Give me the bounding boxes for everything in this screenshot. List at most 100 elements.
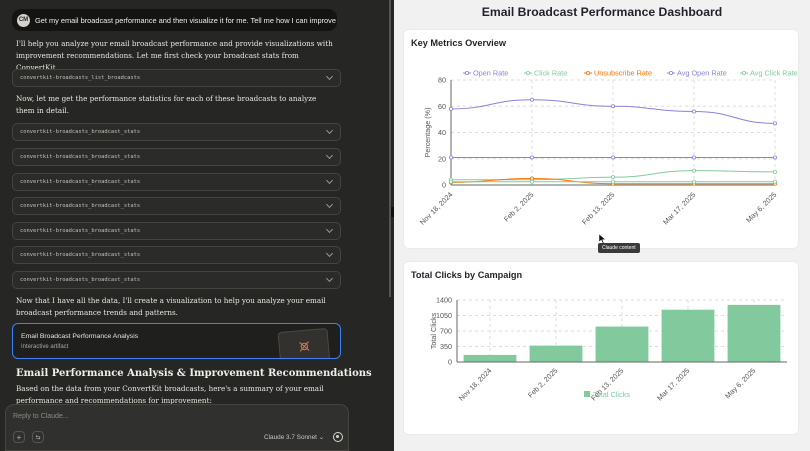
tool-call-broadcast-stats[interactable]: convertkit-broadcasts_broadcast_stats [12, 123, 341, 141]
tool-call-label: convertkit-broadcasts_list_broadcasts [20, 75, 141, 81]
reply-input[interactable]: Reply to Claude... [13, 413, 69, 420]
y-axis-label: Percentage (%) [423, 108, 432, 158]
legend-marker-dot [526, 71, 531, 76]
legend-marker-dot [465, 71, 470, 76]
y-tick-label: 0 [442, 181, 446, 190]
assistant-viz-intro: Now that I have all the data, I'll creat… [16, 296, 326, 317]
legend-entry: Avg Open Rate [677, 69, 727, 78]
x-tick-label: Nov 18, 2024 [457, 366, 494, 403]
tool-call-list-broadcasts[interactable]: convertkit-broadcasts_list_broadcasts [12, 69, 341, 87]
y-tick-label: 20 [438, 154, 446, 163]
tool-call-broadcast-stats[interactable]: convertkit-broadcasts_broadcast_stats [12, 148, 341, 166]
data-point [772, 155, 777, 160]
scrollbar[interactable] [389, 0, 391, 297]
tooltip: Claude content [598, 243, 640, 253]
data-point [772, 179, 777, 184]
legend-entry: Unsubscribe Rate [594, 69, 652, 78]
artifact-card[interactable]: Email Broadcast Performance Analysis Int… [12, 323, 341, 359]
legend-marker-dot [741, 71, 746, 76]
legend-entry: Click Rate [534, 69, 567, 78]
chat-pane: CM Get my email broadcast performance an… [0, 0, 391, 451]
x-tick-label: May 6, 2025 [744, 190, 778, 224]
legend-marker-dot [668, 71, 673, 76]
artifact-sparkle-icon [299, 341, 310, 352]
chart-title: Total Clicks by Campaign [411, 270, 523, 280]
data-point [530, 155, 535, 160]
data-point [610, 179, 615, 184]
tool-call-label: convertkit-broadcasts_broadcast_stats [20, 154, 141, 160]
chevron-down-icon [325, 176, 334, 185]
tool-call-broadcast-stats[interactable]: convertkit-broadcasts_broadcast_stats [12, 197, 341, 215]
x-tick-label: Feb 2, 2025 [502, 190, 535, 223]
chevron-down-icon [325, 225, 334, 234]
chevron-down-icon [325, 274, 334, 283]
data-point [772, 169, 777, 174]
tool-call-label: convertkit-broadcasts_broadcast_stats [20, 252, 141, 258]
key-metrics-card: Key Metrics Overview 0 20 40 60 80 Nov 18, 20… [404, 30, 798, 248]
tool-call-broadcast-stats[interactable]: convertkit-broadcasts_broadcast_stats [12, 222, 341, 240]
user-avatar: CM [17, 13, 30, 27]
bar [727, 304, 781, 362]
artifact-subtitle: Interactive artifact [21, 344, 69, 350]
y-axis-label: Total Clicks [429, 312, 438, 349]
chevron-down-icon [325, 200, 334, 209]
bar [529, 345, 583, 362]
assistant-stats-intro: Now, let me get the performance statisti… [16, 94, 317, 115]
reply-input-box[interactable]: Reply to Claude... + ⇆ Claude 3.7 Sonnet… [5, 404, 349, 451]
y-tick-label: 40 [438, 128, 446, 137]
data-point [530, 176, 535, 181]
add-icon[interactable]: + [13, 431, 25, 443]
x-tick-label: Feb 2, 2025 [526, 366, 559, 399]
x-tick-label: Mar 17, 2025 [655, 366, 691, 402]
tool-call-label: convertkit-broadcasts_broadcast_stats [20, 277, 141, 283]
section-heading: Email Performance Analysis & Improvement… [16, 368, 372, 379]
bar [595, 326, 649, 362]
legend-entry: Avg Click Rate [750, 69, 798, 78]
tool-call-label: convertkit-broadcasts_broadcast_stats [20, 179, 141, 185]
chart-title: Key Metrics Overview [411, 38, 506, 48]
artifact-title: Email Broadcast Performance Analysis [21, 333, 139, 340]
data-point [691, 168, 696, 173]
x-tick-label: May 6, 2025 [723, 366, 757, 400]
send-icon[interactable] [333, 432, 343, 442]
y-tick-label: 80 [438, 76, 446, 85]
pane-resize-handle[interactable] [391, 207, 396, 217]
model-selector[interactable]: Claude 3.7 Sonnet ⌄ [264, 433, 324, 441]
legend-entry: Total Clicks [593, 390, 630, 399]
tool-call-broadcast-stats[interactable]: convertkit-broadcasts_broadcast_stats [12, 173, 341, 191]
data-point [772, 121, 777, 126]
chevron-down-icon: ⌄ [318, 434, 325, 441]
tool-call-broadcast-stats[interactable]: convertkit-broadcasts_broadcast_stats [12, 271, 341, 289]
chevron-down-icon [325, 126, 334, 135]
data-point [691, 109, 696, 114]
key-metrics-chart[interactable]: 0 20 40 60 80 Nov 18, 2024 Feb 2, 2025 Feb 13, … [404, 30, 798, 248]
bar [463, 354, 517, 362]
legend-entry: Open Rate [473, 69, 508, 78]
data-point [530, 97, 535, 102]
tool-call-broadcast-stats[interactable]: convertkit-broadcasts_broadcast_stats [12, 246, 341, 264]
y-tick-label: 0 [448, 358, 452, 367]
model-name: Claude 3.7 Sonnet [264, 434, 317, 441]
user-message: CM Get my email broadcast performance an… [12, 9, 337, 31]
data-point [691, 155, 696, 160]
tool-call-label: convertkit-broadcasts_broadcast_stats [20, 228, 141, 234]
assistant-summary: Based on the data from your ConvertKit b… [16, 384, 324, 405]
legend-marker [584, 391, 590, 397]
x-tick-label: Nov 18, 2024 [418, 190, 455, 227]
y-tick-label: 350 [440, 342, 452, 351]
tool-call-label: convertkit-broadcasts_broadcast_stats [20, 203, 141, 209]
data-point [449, 179, 454, 184]
tool-call-label: convertkit-broadcasts_broadcast_stats [20, 129, 141, 135]
assistant-intro: I'll help you analyze your email broadca… [16, 39, 333, 72]
data-point [610, 104, 615, 109]
artifact-thumbnail [277, 327, 331, 358]
bar [661, 309, 715, 362]
data-point [449, 106, 454, 111]
data-point [530, 179, 535, 184]
data-point [691, 179, 696, 184]
tools-icon[interactable]: ⇆ [32, 431, 44, 443]
y-tick-label: 60 [438, 102, 446, 111]
y-tick-label: 1050 [436, 311, 452, 320]
x-tick-label: Mar 17, 2025 [661, 190, 697, 226]
